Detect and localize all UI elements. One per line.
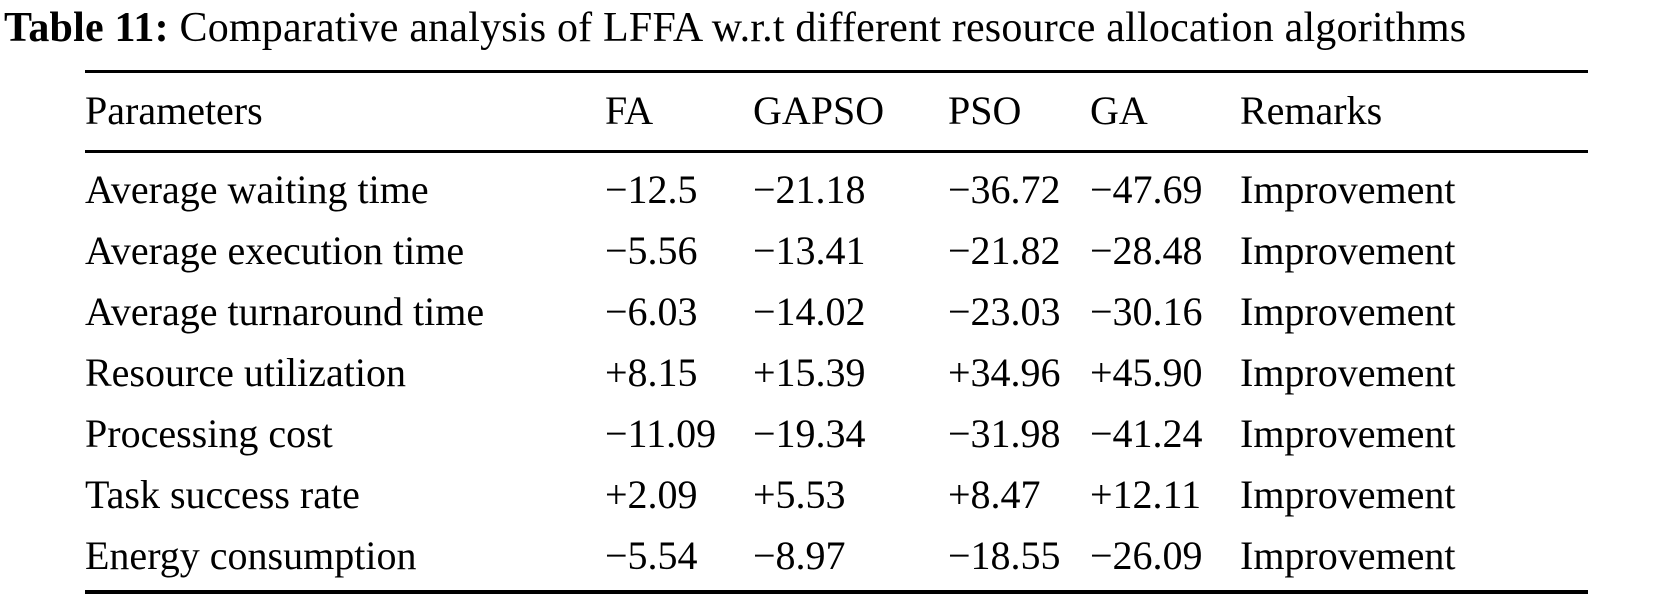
cell-parameter: Resource utilization bbox=[85, 350, 407, 395]
cell-pso: −23.03 bbox=[948, 289, 1061, 334]
cell-gapso: +5.53 bbox=[753, 472, 846, 517]
comparison-table-wrap: Parameters FA GAPSO PSO GA Remarks Avera… bbox=[85, 70, 1588, 594]
column-header-gapso: GAPSO bbox=[753, 71, 948, 153]
cell-remarks: Improvement bbox=[1240, 411, 1456, 456]
cell-gapso: −8.97 bbox=[753, 533, 846, 578]
column-header-pso: PSO bbox=[948, 71, 1090, 153]
column-header-ga: GA bbox=[1090, 71, 1240, 153]
cell-ga: −47.69 bbox=[1090, 167, 1203, 212]
cell-pso: +8.47 bbox=[948, 472, 1041, 517]
table-caption-label: Table 11: bbox=[4, 5, 169, 51]
cell-remarks: Improvement bbox=[1240, 533, 1456, 578]
table-caption-text: Comparative analysis of LFFA w.r.t diffe… bbox=[168, 5, 1467, 51]
cell-fa: +8.15 bbox=[605, 350, 698, 395]
table-row: Energy consumption −5.54 −8.97 −18.55 −2… bbox=[85, 525, 1588, 592]
cell-parameter: Task success rate bbox=[85, 472, 360, 517]
cell-fa: −6.03 bbox=[605, 289, 698, 334]
cell-parameter: Energy consumption bbox=[85, 533, 417, 578]
cell-ga: −26.09 bbox=[1090, 533, 1203, 578]
cell-fa: +2.09 bbox=[605, 472, 698, 517]
column-header-parameters: Parameters bbox=[85, 71, 605, 153]
cell-ga: −41.24 bbox=[1090, 411, 1203, 456]
cell-remarks: Improvement bbox=[1240, 289, 1456, 334]
table-header-row: Parameters FA GAPSO PSO GA Remarks bbox=[85, 71, 1588, 153]
cell-remarks: Improvement bbox=[1240, 472, 1456, 517]
table-row: Processing cost −11.09 −19.34 −31.98 −41… bbox=[85, 403, 1588, 464]
cell-pso: −31.98 bbox=[948, 411, 1061, 456]
table-row: Average turnaround time −6.03 −14.02 −23… bbox=[85, 281, 1588, 342]
table-row: Average execution time −5.56 −13.41 −21.… bbox=[85, 220, 1588, 281]
comparison-table: Parameters FA GAPSO PSO GA Remarks Avera… bbox=[85, 70, 1588, 594]
cell-gapso: −14.02 bbox=[753, 289, 866, 334]
table-row: Average waiting time −12.5 −21.18 −36.72… bbox=[85, 152, 1588, 221]
cell-ga: −28.48 bbox=[1090, 228, 1203, 273]
cell-pso: −36.72 bbox=[948, 167, 1061, 212]
cell-remarks: Improvement bbox=[1240, 350, 1456, 395]
cell-fa: −12.5 bbox=[605, 167, 698, 212]
cell-ga: +12.11 bbox=[1090, 472, 1202, 517]
table-row: Task success rate +2.09 +5.53 +8.47 +12.… bbox=[85, 464, 1588, 525]
cell-fa: −11.09 bbox=[605, 411, 717, 456]
cell-gapso: +15.39 bbox=[753, 350, 866, 395]
cell-gapso: −21.18 bbox=[753, 167, 866, 212]
cell-pso: −18.55 bbox=[948, 533, 1061, 578]
cell-parameter: Processing cost bbox=[85, 411, 333, 456]
cell-pso: −21.82 bbox=[948, 228, 1061, 273]
cell-parameter: Average waiting time bbox=[85, 167, 429, 212]
table-row: Resource utilization +8.15 +15.39 +34.96… bbox=[85, 342, 1588, 403]
table-caption: Table 11: Comparative analysis of LFFA w… bbox=[4, 4, 1679, 52]
cell-gapso: −13.41 bbox=[753, 228, 866, 273]
cell-remarks: Improvement bbox=[1240, 228, 1456, 273]
cell-gapso: −19.34 bbox=[753, 411, 866, 456]
column-header-fa: FA bbox=[605, 71, 753, 153]
cell-remarks: Improvement bbox=[1240, 167, 1456, 212]
cell-fa: −5.56 bbox=[605, 228, 698, 273]
cell-ga: +45.90 bbox=[1090, 350, 1203, 395]
cell-fa: −5.54 bbox=[605, 533, 698, 578]
column-header-remarks: Remarks bbox=[1240, 71, 1588, 153]
cell-parameter: Average execution time bbox=[85, 228, 465, 273]
cell-parameter: Average turnaround time bbox=[85, 289, 485, 334]
cell-ga: −30.16 bbox=[1090, 289, 1203, 334]
cell-pso: +34.96 bbox=[948, 350, 1061, 395]
